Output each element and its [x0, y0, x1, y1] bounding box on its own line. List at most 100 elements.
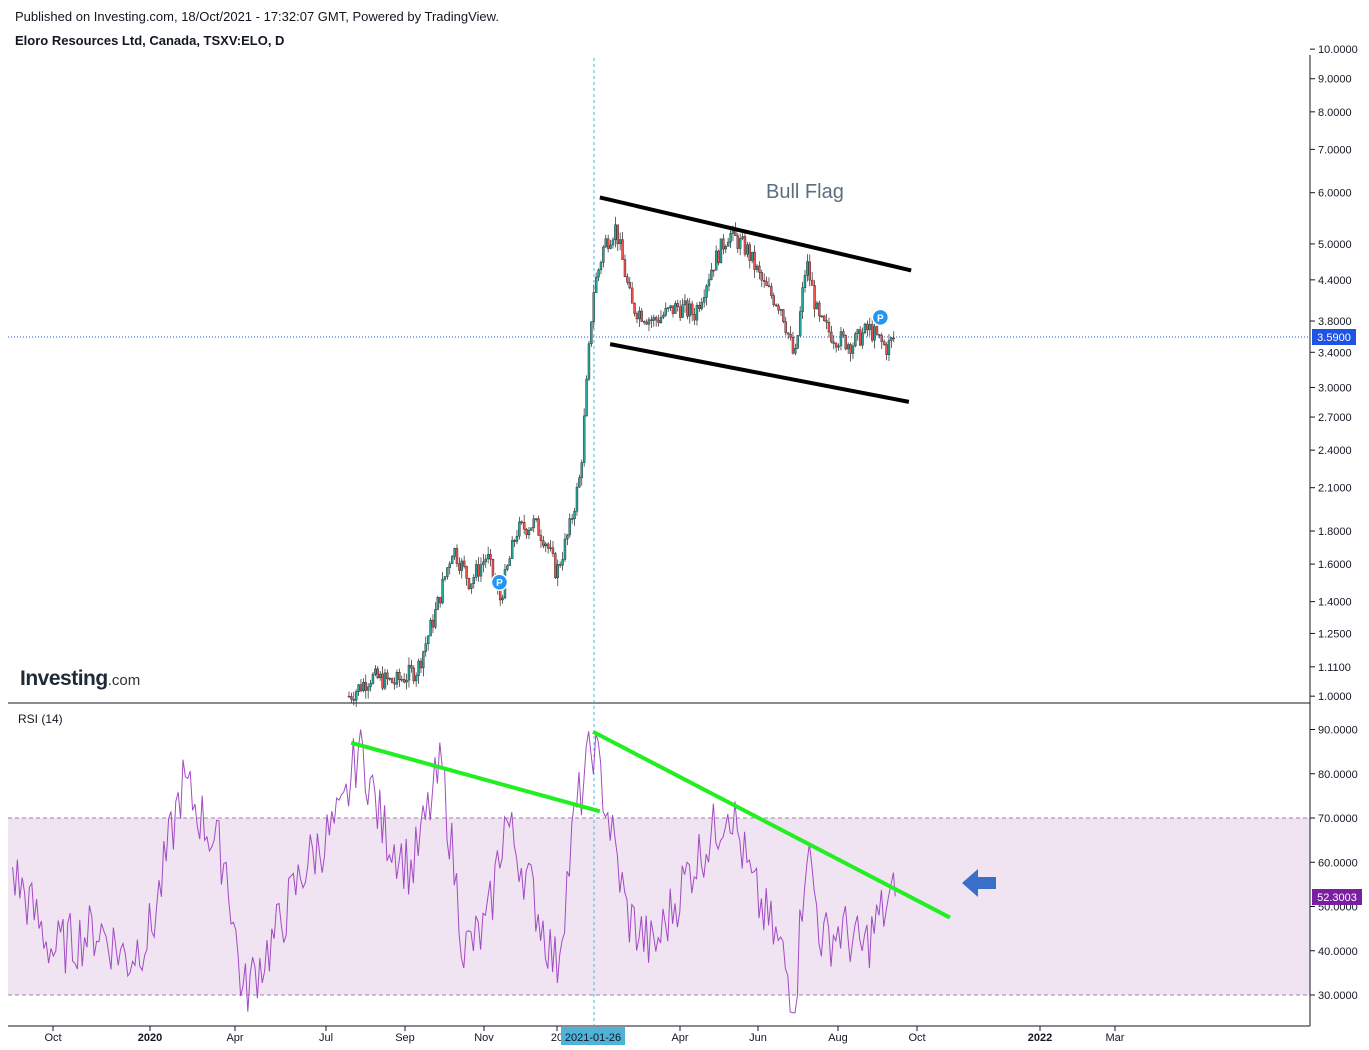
candle-down — [606, 238, 610, 249]
candle-up — [453, 548, 456, 557]
candle-up — [602, 246, 605, 263]
candle-up — [659, 317, 663, 323]
rsi-trendline-1[interactable] — [350, 740, 601, 814]
candle-up — [484, 558, 487, 563]
candle-up — [890, 337, 893, 341]
time-tick-label: Jul — [319, 1032, 333, 1044]
candle-up — [479, 564, 483, 577]
candle-up — [854, 333, 857, 347]
investing-logo: Investing.com — [20, 667, 140, 691]
price-badge-text: 3.5900 — [1317, 332, 1351, 344]
candle-down — [376, 668, 379, 679]
price-tick-label: 1.1100 — [1318, 662, 1351, 674]
candle-down — [623, 259, 627, 277]
candle-down — [878, 334, 881, 336]
candle-down — [657, 319, 660, 323]
candle-down — [630, 287, 634, 304]
candle-up — [405, 679, 408, 683]
rsi-tick-label: 90.0000 — [1318, 725, 1358, 737]
candle-up — [856, 329, 859, 334]
candle-down — [539, 535, 543, 541]
rsi-badge: 52.3003 — [1312, 889, 1362, 905]
candle-down — [542, 540, 545, 547]
candle-up — [549, 547, 552, 549]
candle-up — [556, 564, 559, 579]
p-marker[interactable]: P — [490, 573, 509, 591]
candle-up — [510, 540, 514, 559]
flag-upper-trendline[interactable] — [599, 195, 912, 273]
candle-down — [347, 695, 351, 698]
time-tick-label: 20 — [551, 1032, 563, 1044]
candle-up — [638, 310, 641, 320]
candle-down — [786, 332, 790, 335]
candle-up — [801, 287, 804, 312]
time-tick-label: Oct — [44, 1032, 61, 1044]
candle-up — [515, 535, 519, 542]
candle-down — [676, 303, 679, 308]
candle-up — [724, 246, 727, 250]
candle-up — [707, 279, 711, 287]
candle-down — [381, 673, 384, 689]
candle-down — [570, 518, 574, 520]
rsi-trendline-2[interactable] — [592, 729, 951, 920]
candle-down — [467, 578, 471, 589]
candle-up — [566, 534, 569, 540]
time-tick-label: 2020 — [138, 1032, 162, 1044]
candle-down — [885, 344, 888, 355]
flag-lower-trendline[interactable] — [609, 342, 910, 404]
candle-up — [563, 538, 567, 560]
price-tick-label: 1.6000 — [1318, 559, 1352, 571]
candle-down — [825, 320, 828, 323]
candle-up — [750, 251, 754, 261]
candle-down — [772, 295, 775, 306]
candle-down — [398, 672, 401, 680]
candle-up — [863, 323, 867, 334]
candle-up — [388, 678, 391, 680]
time-tick-label: 2022 — [1028, 1032, 1052, 1044]
candle-down — [774, 304, 778, 307]
candle-up — [357, 684, 360, 692]
candle-up — [501, 597, 504, 601]
candle-up — [851, 345, 855, 354]
candle-down — [462, 560, 466, 567]
candle-up — [506, 565, 509, 570]
candle-up — [585, 378, 588, 417]
candle-down — [419, 660, 423, 669]
candle-down — [782, 309, 785, 322]
candle-up — [414, 675, 418, 682]
rsi-tick-label: 70.0000 — [1318, 813, 1358, 825]
p-marker[interactable]: P — [871, 308, 890, 327]
candle-up — [448, 563, 451, 568]
candle-up — [587, 343, 591, 380]
candle-down — [465, 566, 468, 579]
logo-main: Investing — [20, 667, 108, 690]
candle-up — [474, 564, 478, 578]
candle-down — [784, 321, 787, 334]
time-tick-label: Mar — [1106, 1032, 1125, 1044]
candle-up — [815, 302, 819, 310]
candle-up — [798, 311, 802, 336]
candle-down — [767, 285, 771, 287]
candle-down — [455, 548, 459, 564]
candle-down — [438, 597, 442, 604]
candle-up — [434, 609, 437, 628]
time-tick-label: Apr — [671, 1032, 688, 1044]
candle-down — [765, 281, 768, 286]
candle-down — [753, 251, 756, 270]
candle-up — [674, 303, 677, 314]
candle-down — [842, 331, 845, 336]
candle-down — [686, 300, 689, 317]
candle-down — [678, 306, 682, 318]
candle-up — [861, 332, 864, 346]
candle-down — [489, 554, 492, 560]
price-tick-label: 9.0000 — [1318, 74, 1352, 86]
candle-down — [642, 321, 646, 323]
candle-up — [575, 486, 579, 512]
candle-up — [614, 224, 617, 241]
candle-down — [758, 265, 761, 273]
candle-up — [374, 668, 377, 675]
candle-down — [866, 323, 869, 330]
candle-up — [446, 567, 449, 577]
candle-up — [508, 558, 511, 566]
